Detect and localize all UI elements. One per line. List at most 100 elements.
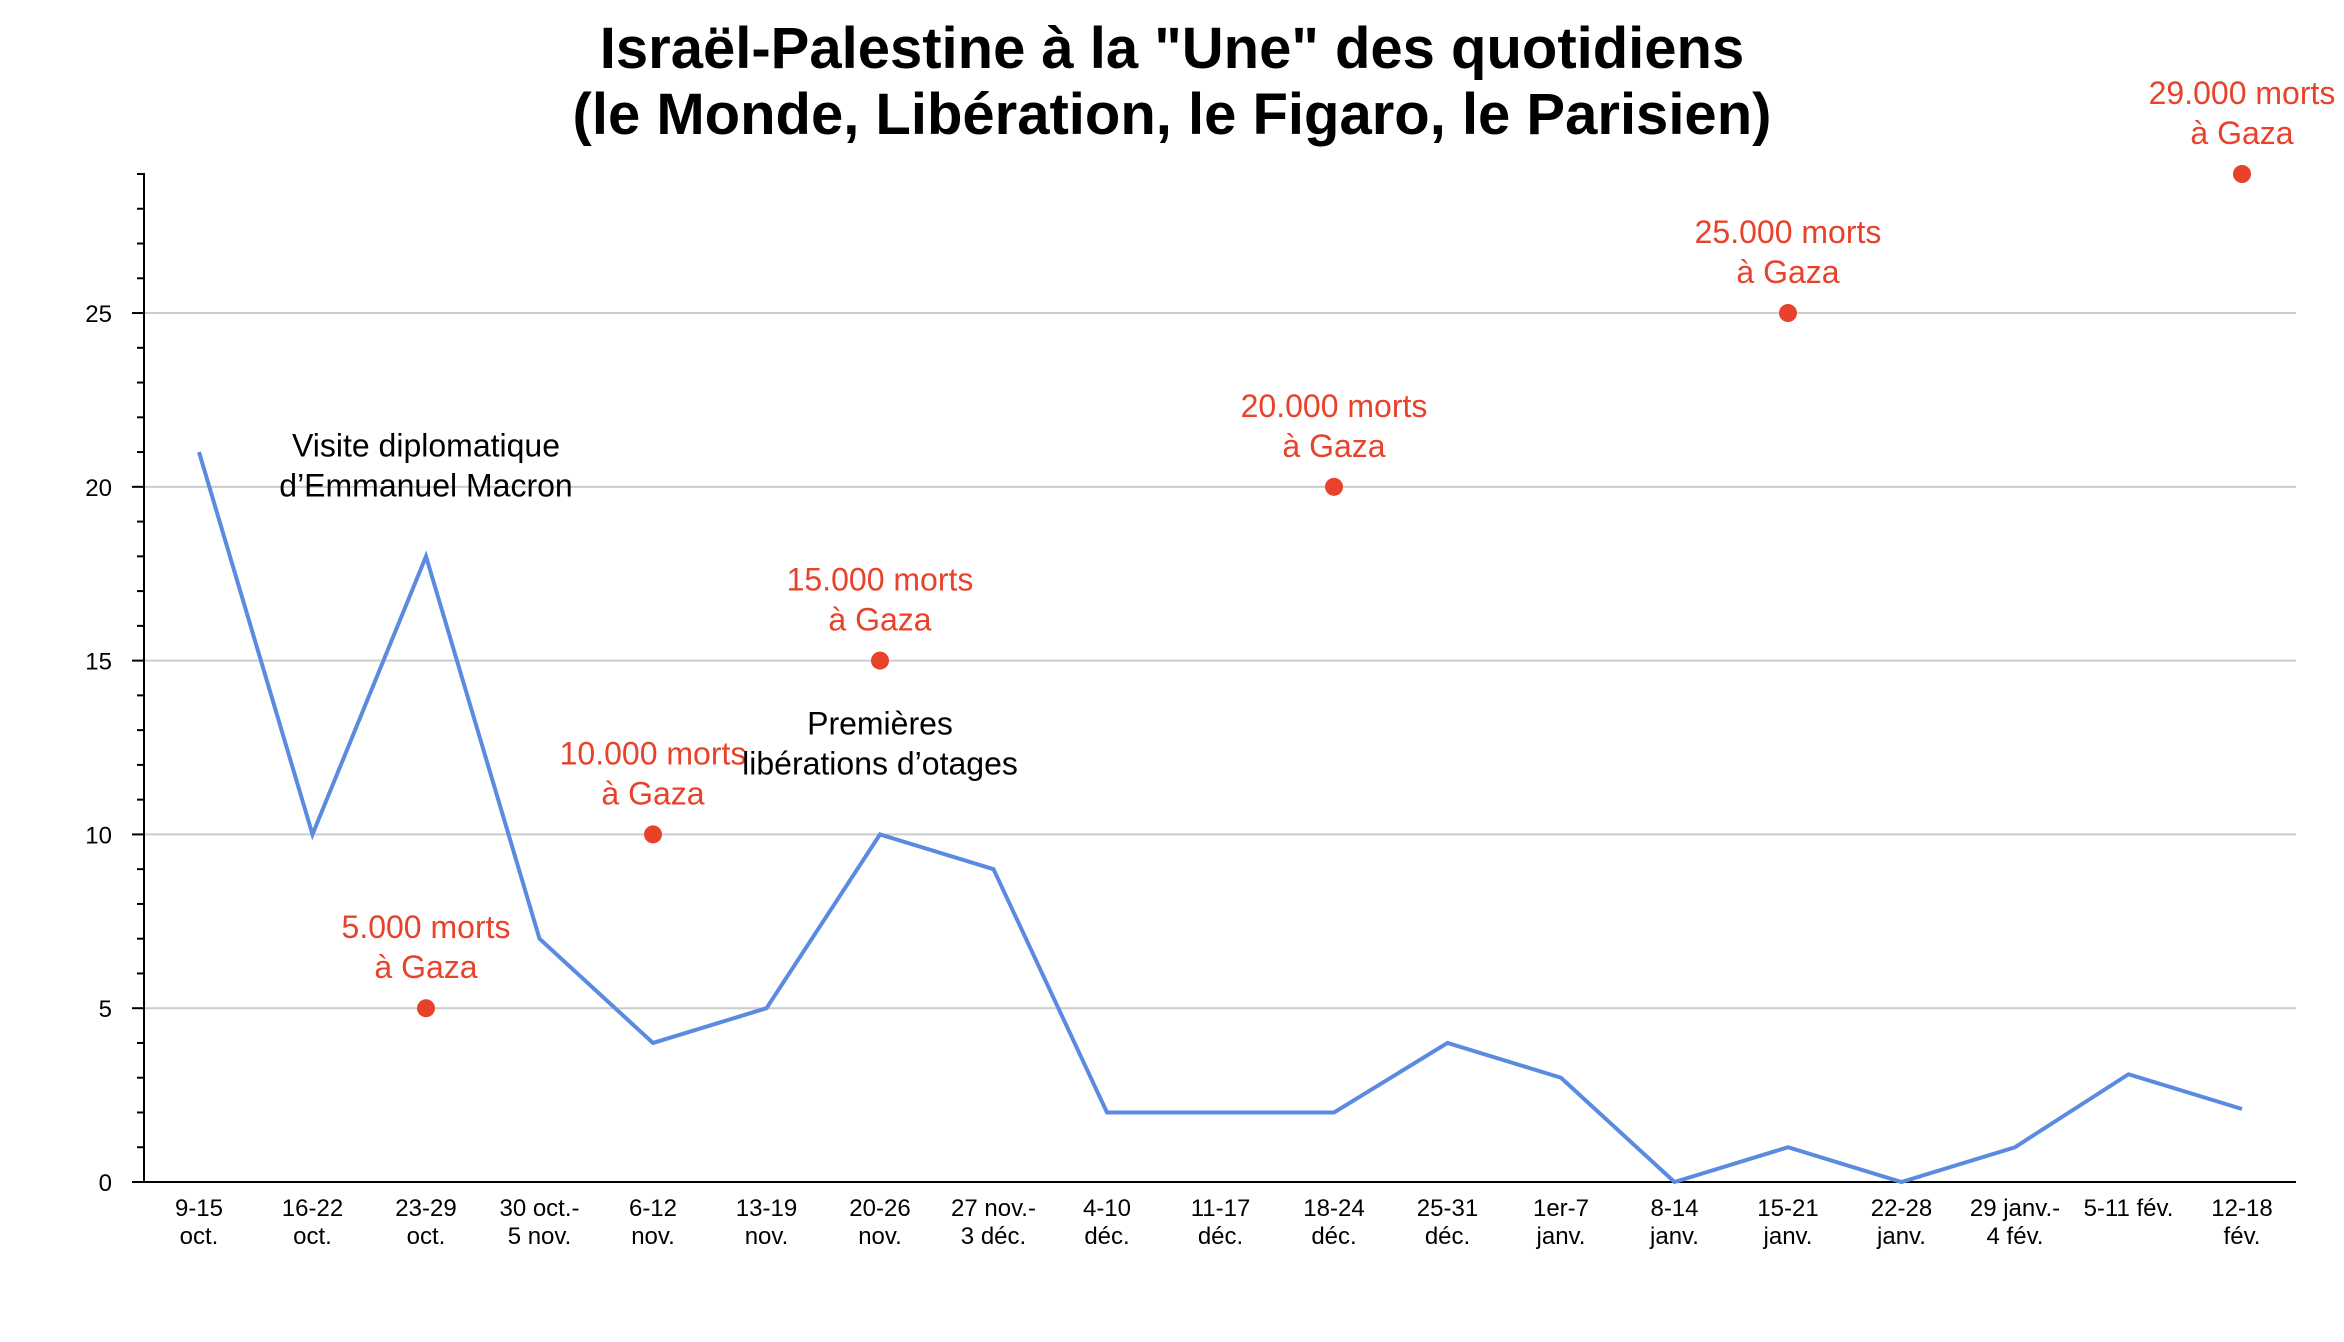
- x-tick-label-10: 18-24 déc.: [1303, 1195, 1364, 1250]
- y-tick-label-15: 15: [85, 649, 112, 676]
- event-annotation-0: Visite diplomatique d’Emmanuel Macron: [279, 427, 572, 503]
- x-tick-label-line: 12-18: [2211, 1195, 2272, 1222]
- x-tick-label-line: déc.: [1198, 1223, 1243, 1250]
- x-tick-label-14: 15-21 janv.: [1757, 1195, 1818, 1250]
- death-toll-marker-4: [1779, 304, 1797, 323]
- death-toll-label-line: 15.000 morts: [787, 562, 974, 598]
- event-annotation-line: Visite diplomatique: [292, 427, 560, 463]
- x-tick-label-line: nov.: [745, 1223, 789, 1250]
- x-tick-label-line: nov.: [631, 1223, 675, 1250]
- x-tick-label-line: nov.: [858, 1223, 902, 1250]
- x-tick-label-line: 3 déc.: [961, 1223, 1026, 1250]
- death-toll-label-5: 29.000 morts à Gaza: [2149, 75, 2336, 151]
- death-toll-label-2: 15.000 morts à Gaza: [787, 562, 974, 638]
- x-tick-label-line: janv.: [1649, 1223, 1699, 1250]
- death-toll-label-4: 25.000 morts à Gaza: [1695, 214, 1882, 290]
- event-annotation-1: Premières libérations d’otages: [742, 705, 1018, 781]
- x-tick-label-line: 13-19: [736, 1195, 797, 1222]
- gridlines: [144, 312, 2296, 1010]
- event-annotation-line: libérations d’otages: [742, 745, 1018, 781]
- death-toll-marker-1: [644, 825, 662, 844]
- death-toll-label-line: à Gaza: [374, 949, 477, 985]
- x-tick-label-line: janv.: [1763, 1223, 1813, 1250]
- x-tick-label-line: 9-15: [175, 1195, 223, 1222]
- chart-title-line-1: Israël-Palestine à la "Une" des quotidie…: [599, 16, 1745, 81]
- x-tick-label-line: 20-26: [849, 1195, 910, 1222]
- x-tick-label-4: 6-12 nov.: [629, 1195, 677, 1250]
- x-tick-label-5: 13-19 nov.: [736, 1195, 797, 1250]
- x-tick-label-line: 29 janv.-: [1970, 1195, 2060, 1222]
- x-tick-label-6: 20-26 nov.: [849, 1195, 910, 1250]
- x-tick-label-line: 23-29: [395, 1195, 456, 1222]
- x-tick-label-7: 27 nov.-3 déc.: [951, 1195, 1036, 1250]
- event-annotation-line: Premières: [807, 705, 953, 741]
- x-tick-label-line: 18-24: [1303, 1195, 1364, 1222]
- x-tick-label-9: 11-17 déc.: [1191, 1195, 1251, 1250]
- death-toll-label-1: 10.000 morts à Gaza: [560, 735, 747, 811]
- x-tick-label-0: 9-15 oct.: [175, 1195, 223, 1250]
- x-tick-label-8: 4-10 déc.: [1083, 1195, 1131, 1250]
- death-toll-label-line: à Gaza: [828, 602, 931, 638]
- y-tick-label-10: 10: [85, 822, 112, 849]
- x-tick-label-line: 4 fév.: [1987, 1223, 2044, 1250]
- y-tick-label-20: 20: [85, 475, 112, 502]
- x-tick-label-line: oct.: [180, 1223, 219, 1250]
- death-toll-label-line: à Gaza: [2190, 115, 2293, 151]
- y-tick-label-25: 25: [85, 301, 112, 328]
- x-tick-label-line: 11-17: [1191, 1195, 1251, 1222]
- death-toll-label-line: à Gaza: [1282, 428, 1385, 464]
- x-tick-label-15: 22-28 janv.: [1871, 1195, 1932, 1250]
- x-tick-label-line: fév.: [2224, 1223, 2261, 1250]
- x-tick-label-line: déc.: [1425, 1223, 1470, 1250]
- chart-title: Israël-Palestine à la "Une" des quotidie…: [0, 16, 2344, 148]
- death-toll-label-0: 5.000 morts à Gaza: [342, 909, 511, 985]
- x-tick-label-line: 15-21: [1757, 1195, 1818, 1222]
- death-toll-label-line: 29.000 morts: [2149, 75, 2336, 111]
- death-toll-marker-2: [871, 651, 889, 670]
- x-tick-label-line: janv.: [1876, 1223, 1926, 1250]
- chart-title-line-2: (le Monde, Libération, le Figaro, le Par…: [572, 82, 1772, 147]
- x-tick-label-18: 12-18 fév.: [2211, 1195, 2272, 1250]
- death-toll-label-3: 20.000 morts à Gaza: [1241, 388, 1428, 464]
- x-tick-label-17: 5-11 fév.: [2084, 1195, 2174, 1222]
- x-tick-label-line: déc.: [1084, 1223, 1129, 1250]
- x-tick-label-line: 6-12: [629, 1195, 677, 1222]
- death-toll-marker-5: [2233, 165, 2251, 183]
- x-tick-label-line: 25-31: [1417, 1195, 1478, 1222]
- x-tick-label-line: 1er-7: [1533, 1195, 1589, 1222]
- x-tick-label-line: 27 nov.-: [951, 1195, 1036, 1222]
- death-toll-label-line: à Gaza: [1736, 254, 1839, 290]
- series-layer: [197, 451, 2243, 1185]
- x-tick-label-line: 22-28: [1871, 1195, 1932, 1222]
- x-tick-label-line: oct.: [407, 1223, 446, 1250]
- x-tick-label-line: 4-10: [1083, 1195, 1131, 1222]
- death-toll-label-line: 5.000 morts: [342, 909, 511, 945]
- y-tick-label-0: 0: [99, 1170, 112, 1197]
- death-toll-label-line: à Gaza: [601, 775, 704, 811]
- x-tick-label-2: 23-29 oct.: [395, 1195, 456, 1250]
- x-tick-label-1: 16-22 oct.: [282, 1195, 343, 1250]
- x-tick-label-3: 30 oct.-5 nov.: [499, 1195, 579, 1250]
- death-toll-label-line: 10.000 morts: [560, 735, 747, 771]
- x-tick-label-16: 29 janv.-4 fév.: [1970, 1195, 2060, 1250]
- death-toll-marker-0: [417, 999, 435, 1018]
- x-tick-label-line: oct.: [293, 1223, 332, 1250]
- series-line-0: [197, 451, 2243, 1185]
- y-tick-label-5: 5: [99, 996, 112, 1023]
- x-tick-label-line: janv.: [1536, 1223, 1586, 1250]
- x-tick-label-12: 1er-7 janv.: [1533, 1195, 1589, 1250]
- annotations: Visite diplomatique d’Emmanuel Macron Prem…: [279, 427, 1018, 781]
- x-tick-label-line: 5 nov.: [508, 1223, 572, 1250]
- death-toll-label-line: 20.000 morts: [1241, 388, 1428, 424]
- event-annotation-line: d’Emmanuel Macron: [279, 467, 572, 503]
- death-toll-marker-3: [1325, 477, 1343, 496]
- x-tick-label-line: 5-11 fév.: [2084, 1195, 2174, 1222]
- death-toll-label-line: 25.000 morts: [1695, 214, 1882, 250]
- x-tick-label-line: 30 oct.-: [499, 1195, 579, 1222]
- x-tick-label-13: 8-14 janv.: [1649, 1195, 1699, 1250]
- x-tick-label-line: 8-14: [1650, 1195, 1698, 1222]
- x-tick-label-line: 16-22: [282, 1195, 343, 1222]
